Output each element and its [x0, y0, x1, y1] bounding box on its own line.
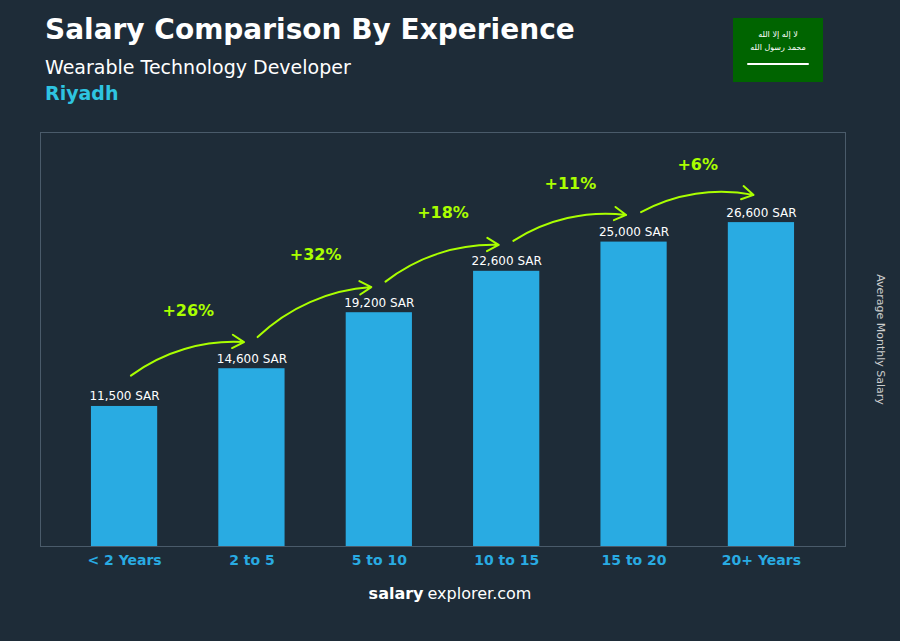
html-text:Riyadh: Riyadh — [45, 82, 119, 104]
svg-text:5 to 10: 5 to 10 — [352, 552, 408, 568]
svg-text:11,500 SAR: 11,500 SAR — [89, 389, 159, 403]
svg-text:Average Monthly Salary: Average Monthly Salary — [874, 274, 887, 405]
svg-text:15 to 20: 15 to 20 — [602, 552, 667, 568]
svg-text:19,200 SAR: 19,200 SAR — [344, 296, 414, 310]
html-text:لا إله إلا الله: لا إله إلا الله — [758, 30, 798, 39]
svg-text:14,600 SAR: 14,600 SAR — [217, 352, 287, 366]
html-text:محمد رسول الله: محمد رسول الله — [750, 43, 806, 52]
svg-text:+11%: +11% — [545, 174, 597, 193]
svg-text:< 2 Years: < 2 Years — [87, 552, 161, 568]
svg-text:26,600 SAR: 26,600 SAR — [726, 206, 796, 220]
svg-text:2 to 5: 2 to 5 — [229, 552, 275, 568]
svg-text:25,000 SAR: 25,000 SAR — [599, 225, 669, 239]
svg-text:20+ Years: 20+ Years — [722, 552, 801, 568]
svg-text:+18%: +18% — [417, 203, 469, 222]
html-text:Salary Comparison By Experienc: Salary Comparison By Experience — [45, 13, 575, 46]
svg-text:+6%: +6% — [677, 155, 718, 174]
html-text:Wearable Technology Developer: Wearable Technology Developer — [45, 56, 351, 78]
svg-text:10 to 15: 10 to 15 — [474, 552, 539, 568]
svg-text:+26%: +26% — [162, 301, 214, 320]
svg-text:22,600 SAR: 22,600 SAR — [472, 254, 542, 268]
svg-text:+32%: +32% — [290, 245, 342, 264]
html-text:salary explorer.com: salary explorer.com — [368, 584, 532, 603]
